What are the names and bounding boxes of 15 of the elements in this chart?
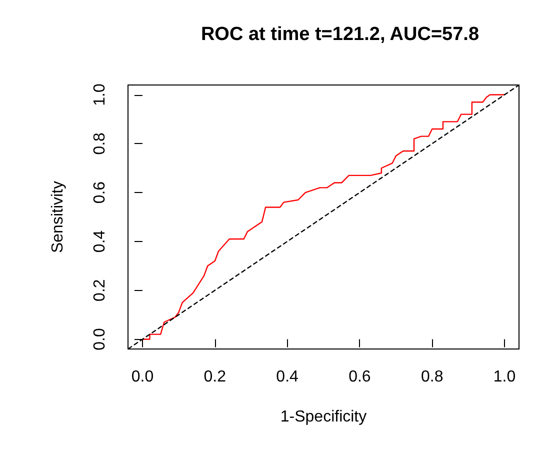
y-tick-label: 0.8 xyxy=(92,132,108,155)
chart-title: ROC at time t=121.2, AUC=57.8 xyxy=(200,24,480,45)
y-tick-label: 1.0 xyxy=(92,84,108,106)
y-tick-label: 0.0 xyxy=(92,328,108,350)
x-tick-label: 0.2 xyxy=(204,368,226,386)
y-tick-label: 0.2 xyxy=(92,279,108,302)
x-tick-label: 0.6 xyxy=(348,368,371,386)
x-axis-title: 1-Specificity xyxy=(280,408,367,426)
y-tick-label: 0.6 xyxy=(92,181,108,204)
x-tick-label: 0.4 xyxy=(276,368,299,386)
x-tick-label: 1.0 xyxy=(493,368,516,386)
x-tick-label: 0.8 xyxy=(420,368,444,386)
x-tick-label: 0.0 xyxy=(131,368,154,386)
y-tick-label: 0.4 xyxy=(92,230,108,253)
y-axis-title: Sensitivity xyxy=(50,180,66,254)
